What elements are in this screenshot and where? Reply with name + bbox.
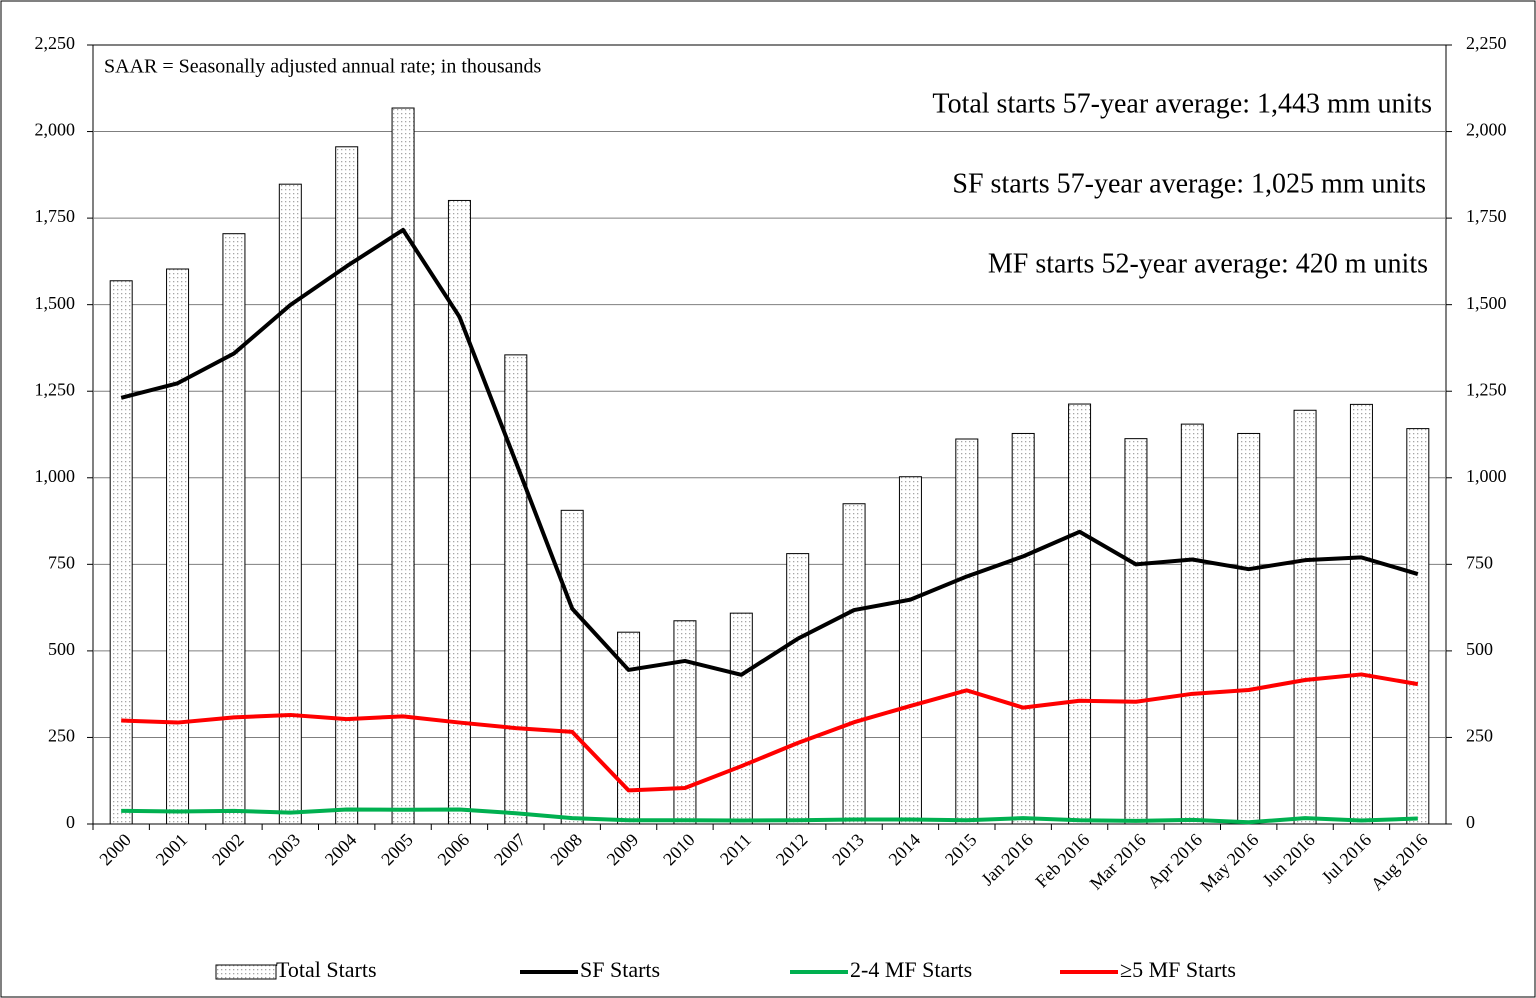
x-tick-label: Aug 2016 [1367, 830, 1432, 895]
bar [1349, 403, 1373, 825]
y-tick-label: 1,000 [35, 466, 76, 486]
y2-tick-label: 2,000 [1466, 120, 1507, 140]
legend-label: ≥5 MF Starts [1120, 957, 1236, 982]
x-tick-label: 2012 [772, 830, 812, 870]
bar [1293, 409, 1317, 825]
x-tick-label: 2014 [885, 830, 925, 870]
y-tick-label: 0 [66, 812, 75, 832]
bar [1124, 438, 1148, 825]
y-tick-label: 2,250 [35, 33, 76, 53]
bar [447, 199, 471, 825]
bar [842, 503, 866, 825]
annotation: MF starts 52-year average: 420 m units [988, 248, 1428, 279]
y2-tick-label: 1,250 [1466, 379, 1507, 399]
x-tick-label: Mar 2016 [1086, 830, 1150, 894]
x-tick-label: Jan 2016 [977, 830, 1037, 890]
bar [335, 146, 359, 825]
bar [1406, 428, 1430, 825]
bar [222, 233, 246, 825]
line [120, 227, 1419, 677]
legend-label: 2-4 MF Starts [850, 957, 972, 982]
x-tick-label: 2013 [828, 830, 868, 870]
x-tick-label: 2010 [659, 830, 699, 870]
bar [1237, 432, 1261, 825]
bar [560, 509, 584, 825]
x-tick-label: 2001 [152, 830, 192, 870]
bar [1011, 432, 1035, 825]
y2-tick-label: 2,250 [1466, 33, 1507, 53]
annotation: SF starts 57-year average: 1,025 mm unit… [952, 168, 1426, 199]
y-tick-label: 250 [48, 726, 75, 746]
y2-tick-label: 1,500 [1466, 293, 1507, 313]
x-tick-label: Feb 2016 [1031, 830, 1093, 892]
annotation: SAAR = Seasonally adjusted annual rate; … [104, 56, 542, 78]
bar [786, 553, 810, 825]
x-tick-label: 2004 [321, 830, 361, 870]
bar [278, 183, 302, 825]
y2-tick-label: 750 [1466, 552, 1493, 572]
bar [391, 107, 415, 825]
line [121, 672, 1419, 793]
x-tick-label: Jun 2016 [1258, 830, 1318, 890]
bar [955, 438, 979, 825]
x-tick-label: 2006 [434, 830, 474, 870]
annotation: Total starts 57-year average: 1,443 mm u… [932, 88, 1432, 119]
x-tick-label: 2002 [208, 830, 248, 870]
bar [729, 612, 753, 825]
y-tick-label: 1,250 [35, 379, 76, 399]
x-tick-label: May 2016 [1196, 830, 1262, 896]
x-tick-label: 2008 [546, 830, 586, 870]
bar [617, 631, 641, 825]
x-tick-label: 2005 [377, 830, 417, 870]
x-tick-label: 2007 [490, 830, 530, 870]
y2-tick-label: 1,000 [1466, 466, 1507, 486]
legend-label: SF Starts [580, 957, 660, 982]
y-tick-label: 750 [48, 552, 75, 572]
bar [109, 280, 133, 825]
x-tick-label: 2015 [941, 830, 981, 870]
y2-tick-label: 500 [1466, 639, 1493, 659]
y-tick-label: 2,000 [35, 120, 76, 140]
x-tick-label: 2011 [716, 830, 755, 869]
y2-tick-label: 1,750 [1466, 206, 1507, 226]
y2-tick-label: 0 [1466, 812, 1475, 832]
x-tick-label: 2003 [264, 830, 304, 870]
bar [504, 354, 528, 825]
x-tick-label: 2009 [603, 830, 643, 870]
legend-label: Total Starts [276, 957, 377, 982]
bar [673, 620, 697, 825]
y-tick-label: 500 [48, 639, 75, 659]
y-tick-label: 1,500 [35, 293, 76, 313]
x-tick-label: Jul 2016 [1318, 830, 1376, 888]
x-tick-label: 2000 [95, 830, 135, 870]
bar [1068, 403, 1092, 825]
bar [1180, 423, 1204, 825]
y2-tick-label: 250 [1466, 726, 1493, 746]
bar [166, 268, 190, 825]
bar [898, 476, 922, 825]
legend-swatch [215, 964, 277, 980]
line [121, 807, 1418, 825]
y-tick-label: 1,750 [35, 206, 76, 226]
